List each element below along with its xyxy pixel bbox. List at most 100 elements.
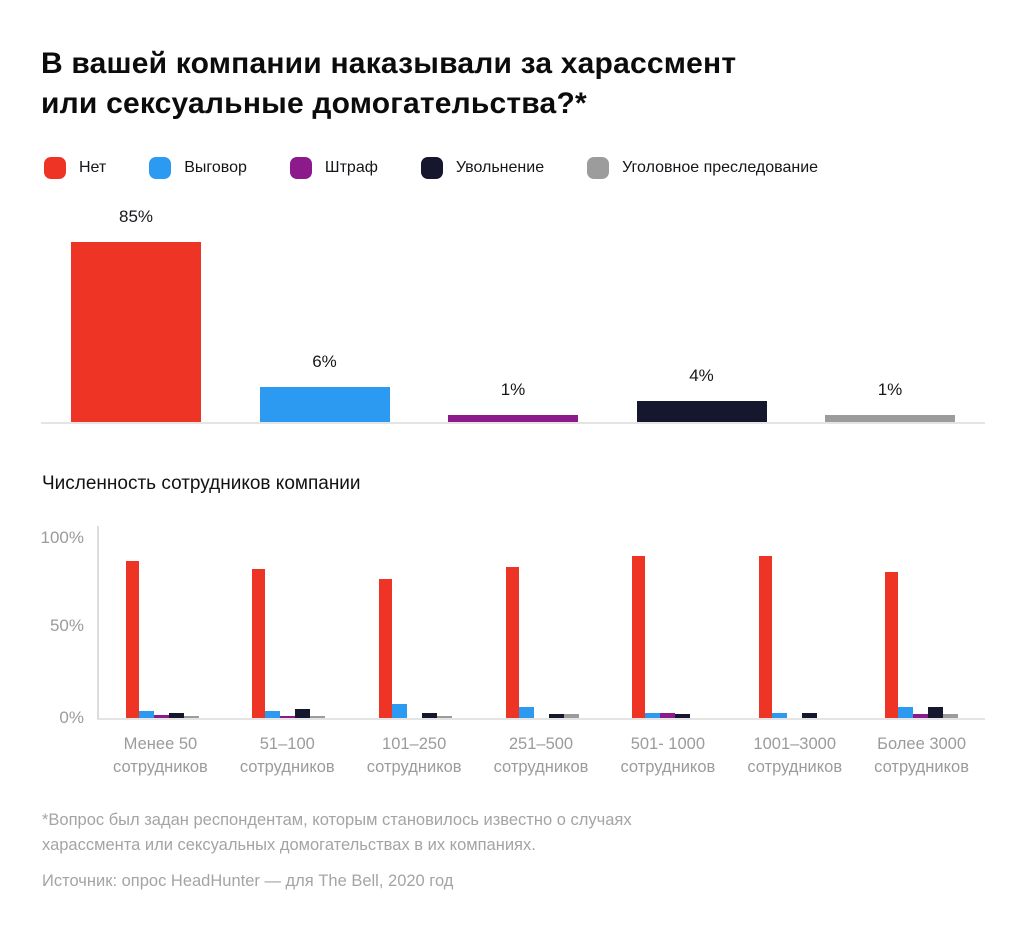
bar-group [732, 526, 859, 718]
category-label: 1001–3000сотрудников [731, 733, 858, 779]
bar-column: 1% [448, 380, 578, 422]
category-label-line: 1001–3000 [731, 733, 858, 756]
category-label: 101–250сотрудников [351, 733, 478, 779]
top-chart-plot-area: 85% 6% 1% 4% 1% [41, 207, 985, 422]
bar [448, 415, 578, 422]
bar [519, 707, 534, 718]
category-label-line: 251–500 [478, 733, 605, 756]
bar [169, 713, 184, 718]
bar [392, 704, 407, 718]
category-label-line: 101–250 [351, 733, 478, 756]
bar-group [605, 526, 732, 718]
bar-column: 4% [637, 366, 767, 422]
category-label-line: сотрудников [478, 756, 605, 779]
title-line-2: или сексуальные домогательства?* [41, 87, 587, 120]
bar-value-label: 85% [119, 207, 153, 227]
footnote-line-2: харассмента или сексуальных домогательст… [42, 836, 536, 854]
bar [645, 713, 660, 718]
bar [252, 569, 265, 718]
category-label: 51–100сотрудников [224, 733, 351, 779]
category-label-line: сотрудников [351, 756, 478, 779]
legend: Нет Выговор Штраф Увольнение Уголовное пресл… [44, 157, 985, 179]
bar [260, 387, 390, 422]
bar [637, 401, 767, 422]
bar-value-label: 4% [689, 366, 714, 386]
bar [506, 567, 519, 718]
bar-group [226, 526, 353, 718]
bar [265, 711, 280, 718]
legend-swatch-icon [149, 157, 171, 179]
bar [632, 556, 645, 718]
legend-swatch-icon [421, 157, 443, 179]
bar [772, 713, 787, 718]
bar [660, 713, 675, 718]
legend-item: Увольнение [421, 157, 544, 179]
bar [154, 715, 169, 718]
bar [928, 707, 943, 718]
legend-label: Уголовное преследование [622, 159, 818, 177]
bar-group [352, 526, 479, 718]
category-label-line: 51–100 [224, 733, 351, 756]
infographic-page: В вашей компании наказывали за харассмен… [0, 0, 1024, 891]
bar [898, 707, 913, 718]
bar [913, 714, 928, 718]
bottom-chart-plot: Менее 50сотрудников51–100сотрудников101–… [97, 526, 985, 779]
bar [71, 242, 201, 422]
y-tick-0: 0% [59, 708, 84, 728]
overall-punishment-bar-chart: 85% 6% 1% 4% 1% [41, 207, 985, 424]
category-label: Более 3000сотрудников [858, 733, 985, 779]
footnote-line-1: *Вопрос был задан респондентам, которым … [42, 811, 632, 829]
category-label-line: сотрудников [604, 756, 731, 779]
legend-item: Уголовное преследование [587, 157, 818, 179]
source-note: Источник: опрос HeadHunter — для The Bel… [42, 872, 985, 891]
footnote: *Вопрос был задан респондентам, которым … [42, 808, 985, 858]
legend-swatch-icon [44, 157, 66, 179]
bar-column: 1% [825, 380, 955, 422]
page-title: В вашей компании наказывали за харассмен… [41, 44, 985, 123]
bar [564, 714, 579, 718]
bar [280, 716, 295, 718]
bar-value-label: 1% [878, 380, 903, 400]
legend-label: Нет [79, 159, 106, 177]
bar [295, 709, 310, 718]
category-label: 501- 1000сотрудников [604, 733, 731, 779]
bar [310, 716, 325, 718]
company-size-bar-chart: 100% 50% 0% Менее 50сотрудников51–100сот… [41, 526, 985, 779]
bar [825, 415, 955, 422]
bar-group [858, 526, 985, 718]
legend-label: Штраф [325, 159, 378, 177]
bar-value-label: 1% [501, 380, 526, 400]
category-label-line: сотрудников [224, 756, 351, 779]
category-label: Менее 50сотрудников [97, 733, 224, 779]
category-label: 251–500сотрудников [478, 733, 605, 779]
category-label-line: сотрудников [858, 756, 985, 779]
bar-value-label: 6% [312, 352, 337, 372]
bar [885, 572, 898, 718]
category-label-line: Менее 50 [97, 733, 224, 756]
bar [126, 561, 139, 718]
bar [759, 556, 772, 718]
y-tick-100: 100% [41, 528, 84, 548]
category-label-line: сотрудников [731, 756, 858, 779]
bar [422, 713, 437, 718]
y-tick-50: 50% [50, 616, 84, 636]
legend-item: Нет [44, 157, 106, 179]
legend-label: Выговор [184, 159, 247, 177]
bar [549, 714, 564, 718]
bar [943, 714, 958, 718]
bar-group [479, 526, 606, 718]
category-label-line: 501- 1000 [604, 733, 731, 756]
y-axis: 100% 50% 0% [41, 526, 97, 718]
bar-group [99, 526, 226, 718]
bar-column: 6% [260, 352, 390, 422]
legend-swatch-icon [587, 157, 609, 179]
section-subtitle: Численность сотрудников компании [42, 473, 985, 495]
bar-column: 85% [71, 207, 201, 422]
legend-label: Увольнение [456, 159, 544, 177]
category-label-line: Более 3000 [858, 733, 985, 756]
legend-item: Выговор [149, 157, 247, 179]
legend-item: Штраф [290, 157, 378, 179]
legend-swatch-icon [290, 157, 312, 179]
category-axis-labels: Менее 50сотрудников51–100сотрудников101–… [97, 733, 985, 779]
bar [184, 716, 199, 718]
